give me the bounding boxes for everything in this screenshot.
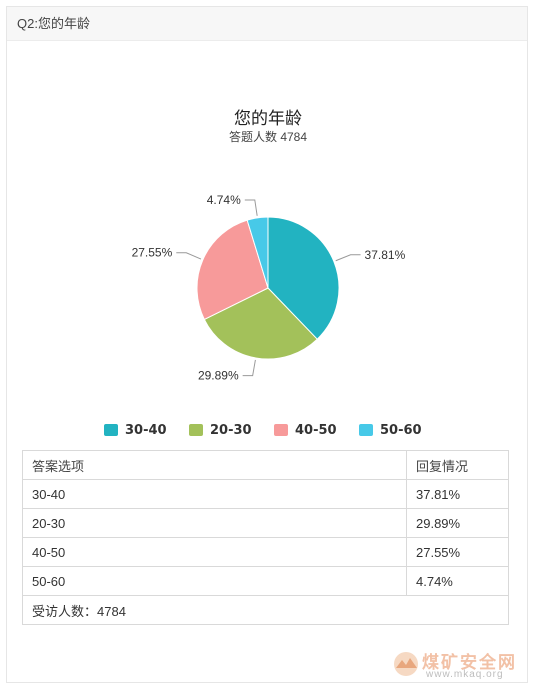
legend-swatch: [274, 424, 288, 436]
legend-item-50-60[interactable]: 50-60: [359, 420, 422, 440]
leader-line-30-40: [335, 254, 361, 262]
table-footer-row: 受访人数：4784: [22, 595, 509, 625]
table-row: 30-40 37.81%: [22, 479, 509, 509]
table-cell-option: 30-40: [22, 479, 407, 509]
leader-line-20-30: [242, 359, 256, 377]
watermark: 煤矿安全网 www.mkaq.org: [392, 648, 526, 684]
watermark-text: 煤矿安全网: [422, 653, 517, 673]
pie-slice-30-40: [267, 216, 340, 340]
chart-subtitle: 答题人数 4784: [228, 130, 308, 144]
table-row: 20-30 29.89%: [22, 508, 509, 538]
data-label-20-30: 29.89%: [198, 369, 239, 383]
data-label-40-50: 27.55%: [132, 246, 173, 260]
legend-label: 30-40: [125, 422, 167, 438]
table-cell-option: 40-50: [22, 537, 407, 567]
table-cell-response: 29.89%: [406, 508, 509, 538]
watermark-logo-icon: [394, 652, 418, 676]
table-header-response: 回复情况: [406, 450, 509, 480]
table-cell-response: 37.81%: [406, 479, 509, 509]
results-table: 答案选项 回复情况 30-40 37.81% 20-30 29.89% 40-5…: [22, 450, 509, 625]
data-label-50-60: 4.74%: [207, 193, 241, 207]
table-row: 40-50 27.55%: [22, 537, 509, 567]
pie-slice-40-50: [196, 219, 269, 321]
table-header-row: 答案选项 回复情况: [22, 450, 509, 480]
table-cell-option: 20-30: [22, 508, 407, 538]
table-row: 50-60 4.74%: [22, 566, 509, 596]
legend-swatch: [104, 424, 118, 436]
respondent-count: 受访人数：4784: [22, 595, 509, 625]
data-label-30-40: 37.81%: [365, 248, 406, 262]
chart-legend: 30-40 20-30 40-50 50-60: [7, 420, 529, 440]
legend-item-30-40[interactable]: 30-40: [104, 420, 167, 440]
legend-label: 40-50: [295, 422, 337, 438]
legend-label: 20-30: [210, 422, 252, 438]
question-card: Q2:您的年龄 您的年龄 答题人数 4784 37.81% 29.89% 27.55…: [6, 6, 528, 683]
legend-swatch: [189, 424, 203, 436]
table-cell-response: 4.74%: [406, 566, 509, 596]
legend-label: 50-60: [380, 422, 422, 438]
leader-line-40-50: [176, 252, 202, 260]
table-header-option: 答案选项: [22, 450, 407, 480]
legend-swatch: [359, 424, 373, 436]
chart-title: 您的年龄: [234, 109, 302, 128]
leader-line-50-60: [244, 199, 258, 216]
legend-item-40-50[interactable]: 40-50: [274, 420, 337, 440]
pie-slice-50-60: [246, 216, 269, 289]
question-title: Q2:您的年龄: [7, 7, 527, 41]
pie-chart: 37.81% 29.89% 27.55% 4.74%: [132, 193, 406, 383]
watermark-url: www.mkaq.org: [426, 669, 504, 680]
table-cell-response: 27.55%: [406, 537, 509, 567]
table-cell-option: 50-60: [22, 566, 407, 596]
legend-item-20-30[interactable]: 20-30: [189, 420, 252, 440]
